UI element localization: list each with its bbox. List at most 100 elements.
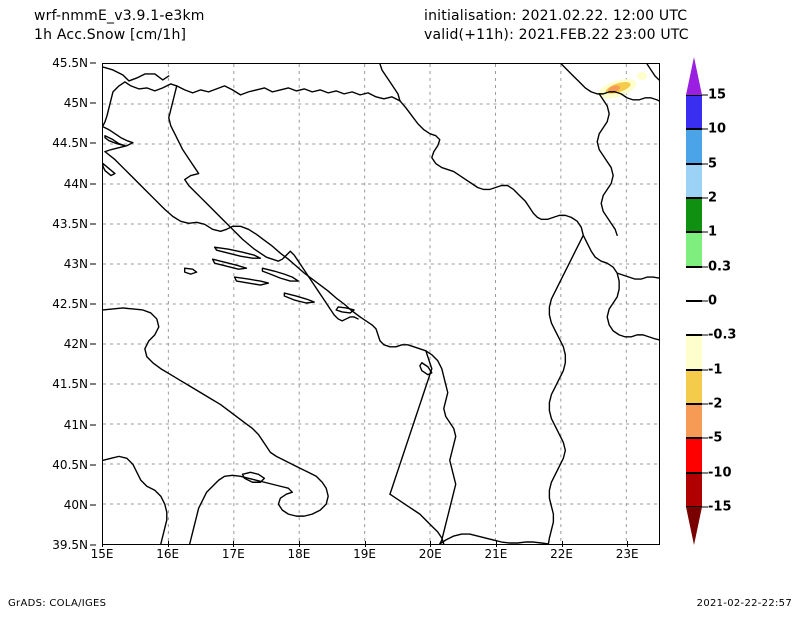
- colorbar-tick-mark: [702, 437, 708, 439]
- coastline-and-borders: [103, 64, 659, 544]
- x-tick-label: 18E: [287, 547, 311, 561]
- x-tick-label: 20E: [418, 547, 442, 561]
- coast-italy-apulia: [241, 471, 266, 483]
- border-croatia-bosnia: [168, 85, 359, 322]
- x-tick-label: 19E: [353, 547, 377, 561]
- colorbar-band: [686, 232, 702, 267]
- x-tick-mark: [627, 541, 629, 547]
- x-tick-mark: [233, 541, 235, 547]
- x-tick-label: 17E: [221, 547, 245, 561]
- header-left-block: wrf-nmmE_v3.9.1-e3km 1h Acc.Snow [cm/1h]: [34, 7, 205, 45]
- island-hvar: [261, 267, 299, 282]
- y-tick-mark: [90, 303, 96, 305]
- colorbar-tick-label: -0.3: [708, 327, 737, 343]
- y-tick-label: 40.5N: [52, 457, 88, 472]
- colorbar-band: [686, 129, 702, 164]
- coast-neum-bay: [335, 306, 355, 314]
- y-tick-label: 42.5N: [52, 297, 88, 311]
- border-kosovo-macedonia: [439, 533, 550, 544]
- map-plot-area[interactable]: [102, 63, 660, 545]
- coast-dalmatia-north: [104, 150, 361, 318]
- y-tick-label: 41N: [63, 417, 88, 432]
- colorbar-tick-mark: [702, 403, 708, 405]
- island-kornati: [211, 258, 248, 270]
- colorbar-tick-mark: [702, 197, 708, 199]
- y-tick-mark: [90, 62, 96, 64]
- colorbar-tick-label: 0: [708, 293, 718, 309]
- colorbar-band: [686, 301, 702, 336]
- x-tick-label: 15E: [90, 547, 114, 561]
- island-cres: [103, 162, 116, 177]
- y-tick-mark: [90, 142, 96, 144]
- y-tick-label: 45.5N: [52, 56, 88, 70]
- colorbar-tick-mark: [702, 369, 708, 371]
- field-name-label: 1h Acc.Snow [cm/1h]: [34, 27, 187, 43]
- x-tick-label: 16E: [156, 547, 180, 561]
- x-tick-mark: [364, 541, 366, 547]
- x-tick-mark: [102, 541, 103, 547]
- border-serbia-east: [582, 234, 659, 341]
- border-danube: [379, 64, 401, 102]
- colorbar-tick-mark: [702, 334, 708, 336]
- colorbar-tick-mark: [702, 472, 708, 474]
- header-right-block: initialisation: 2021.02.22. 12:00 UTC va…: [424, 7, 689, 45]
- colorbar-arrow-down: [686, 507, 702, 545]
- colorbar-tick-label: 5: [708, 156, 718, 172]
- colorbar-tick-mark: [702, 231, 708, 233]
- colorbar-band: [686, 438, 702, 473]
- colorbar[interactable]: 15 10 5 2 1 0.3 0 -0.3 -1 -2 -5 -10 -15: [686, 88, 736, 515]
- y-tick-mark: [90, 544, 96, 546]
- colorbar-tick-mark: [702, 300, 708, 302]
- border-slovenia-north: [103, 66, 170, 82]
- y-tick-label: 44.5N: [52, 136, 88, 151]
- island-korcula: [283, 292, 315, 304]
- y-tick-label: 44N: [63, 176, 88, 191]
- border-croatia-hungary: [124, 81, 401, 102]
- border-serbia-bulgaria: [547, 234, 584, 544]
- colorbar-band: [686, 266, 702, 301]
- coast-istria-detail: [103, 126, 134, 153]
- snow-patch-northeast: [598, 71, 648, 99]
- y-tick-label: 41.5N: [52, 377, 88, 392]
- snow-data-layer: [598, 71, 648, 99]
- colorbar-band: [686, 163, 702, 198]
- valid-time-label: valid(+11h): 2021.FEB.22 23:00 UTC: [424, 27, 689, 43]
- colorbar-tick-label: 15: [708, 87, 727, 103]
- colorbar-tick-label: 2: [708, 190, 718, 206]
- border-romania-inner: [596, 93, 618, 236]
- island-krk: [104, 135, 126, 147]
- colorbar-tick-mark: [702, 94, 708, 96]
- y-tick-label: 42N: [63, 337, 88, 352]
- y-tick-label: 40N: [63, 497, 88, 512]
- grads-credit-label: GrADS: COLA/IGES: [8, 598, 107, 609]
- colorbar-tick-label: 1: [708, 224, 718, 240]
- x-tick-label: 21E: [484, 547, 508, 561]
- y-tick-mark: [90, 383, 96, 385]
- colorbar-tick-label: -2: [708, 396, 723, 412]
- coast-dalmatia-south: [359, 316, 427, 352]
- colorbar-tick-label: -5: [708, 430, 723, 446]
- border-romania-se: [616, 272, 659, 280]
- y-tick-mark: [90, 263, 96, 265]
- colorbar-tick-mark: [702, 506, 708, 508]
- x-tick-mark: [298, 541, 300, 547]
- island-brac: [233, 276, 270, 286]
- border-albania-greece: [389, 493, 445, 544]
- render-timestamp-label: 2021-02-22-22:57: [696, 598, 792, 609]
- colorbar-band: [686, 472, 702, 507]
- colorbar-arrow-up: [686, 57, 702, 95]
- colorbar-tick-label: -1: [708, 362, 723, 378]
- y-tick-mark: [90, 183, 96, 184]
- colorbar-band: [686, 404, 702, 439]
- y-tick-mark: [90, 343, 96, 345]
- colorbar-tick-label: 0.3: [708, 259, 732, 275]
- border-albania-east: [425, 350, 457, 544]
- coast-italy-southwest: [103, 455, 168, 544]
- y-tick-label: 39.5N: [52, 538, 88, 552]
- colorbar-tick-mark: [702, 128, 708, 130]
- x-tick-label: 22E: [550, 547, 573, 561]
- border-romania-nw: [560, 64, 659, 102]
- colorbar-band: [686, 95, 702, 130]
- colorbar-tick-label: -15: [708, 499, 732, 515]
- y-tick-mark: [90, 464, 96, 466]
